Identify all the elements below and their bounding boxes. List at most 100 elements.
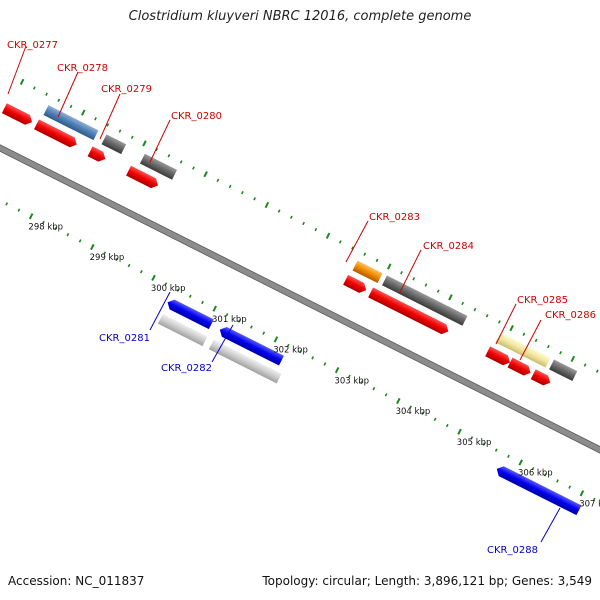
ruler-tick <box>457 428 462 435</box>
ruler-tick <box>363 252 367 256</box>
ruler-tick <box>17 208 21 212</box>
gene-bar-ckr-0282[interactable] <box>208 339 282 384</box>
ruler-tick <box>485 314 489 318</box>
gene-bar-ckr-0280[interactable] <box>139 153 178 180</box>
ruler-tick <box>507 454 510 459</box>
ruler-tick <box>115 257 119 262</box>
ruler-tick <box>556 479 559 483</box>
cds-arrow[interactable] <box>34 119 79 149</box>
ruler-tick <box>494 448 498 452</box>
ruler-tick <box>570 355 576 362</box>
reverse-strand-features <box>157 297 582 516</box>
ruler-labels: 298 kbp 299 kbp 300 kbp 301 kbp 302 kbp 303 k… <box>28 222 600 509</box>
ruler-tick <box>384 393 388 397</box>
ruler-tick <box>482 442 486 446</box>
ruler-tick <box>130 135 134 139</box>
ruler-tick <box>78 239 82 243</box>
ruler-tick <box>118 129 122 133</box>
ruler-tick <box>225 313 229 317</box>
ruler-tick <box>5 202 9 206</box>
genome-backbone <box>0 136 600 465</box>
ruler-tick <box>518 459 523 466</box>
ruler-tick <box>66 233 70 237</box>
ruler-tick <box>81 109 86 116</box>
gene-bar-ckr-0285[interactable] <box>495 332 551 368</box>
gene-bar-ckr-0284[interactable] <box>382 275 468 326</box>
gene-bar-ckr-0279[interactable] <box>101 134 127 155</box>
ruler-tick <box>176 288 180 292</box>
ruler-label: 301 kbp <box>212 315 247 325</box>
ruler-tick <box>461 301 465 306</box>
ruler-tick <box>412 277 416 281</box>
ruler-tick <box>302 221 305 226</box>
gene-bar-ckr-0278[interactable] <box>43 105 99 141</box>
ruler-label: 298 kbp <box>28 222 63 232</box>
ruler-tick <box>334 367 340 374</box>
ruler-tick <box>534 338 538 343</box>
cds-arrow[interactable] <box>485 346 512 367</box>
gene-label[interactable]: CKR_0286 <box>545 310 596 321</box>
gene-label[interactable]: CKR_0285 <box>517 295 568 306</box>
ruler-tick <box>396 397 401 405</box>
ruler-tick <box>240 190 244 195</box>
cds-arrow-reverse[interactable] <box>217 325 284 366</box>
gene-label[interactable]: CKR_0279 <box>101 84 152 95</box>
gene-label[interactable]: CKR_0282 <box>161 363 212 374</box>
ruler-tick <box>436 289 440 293</box>
ruler-tick <box>41 220 45 225</box>
cds-arrow[interactable] <box>87 146 108 163</box>
ruler-tick <box>498 320 501 324</box>
ruler-tick <box>164 282 168 286</box>
gene-label[interactable]: CKR_0277 <box>7 40 58 51</box>
ruler-tick <box>568 485 572 489</box>
ruler-tick <box>470 436 474 440</box>
ruler-tick <box>543 473 547 477</box>
gene-bar-ckr-0281[interactable] <box>157 313 208 347</box>
ruler-tick <box>325 232 331 239</box>
ruler-label: 307 kbp <box>579 499 600 509</box>
cds-arrow[interactable] <box>368 287 451 337</box>
genome-title: Clostridium kluyveri NBRC 12016, complet… <box>128 9 472 24</box>
cds-arrow[interactable] <box>126 165 160 191</box>
ruler-tick <box>286 343 290 348</box>
ruler-tick <box>409 405 412 409</box>
gene-label[interactable]: CKR_0278 <box>57 63 108 74</box>
ruler-tick <box>273 336 279 343</box>
gene-label[interactable]: CKR_0283 <box>369 212 420 223</box>
gene-bar-ckr-0286[interactable] <box>549 359 578 382</box>
ruler-label: 304 kbp <box>396 407 431 417</box>
reverse-tick-track <box>5 202 596 502</box>
ruler-tick <box>264 201 270 209</box>
ruler-tick <box>387 263 392 270</box>
ruler-tick <box>360 380 363 385</box>
ruler-label: 306 kbp <box>518 469 553 479</box>
cds-arrow[interactable] <box>530 369 553 387</box>
ruler-tick <box>19 78 25 85</box>
ruler-tick <box>338 240 342 244</box>
ruler-tick <box>28 213 34 220</box>
cds-arrow[interactable] <box>507 357 533 378</box>
ruler-tick <box>94 117 97 121</box>
gene-label[interactable]: CKR_0288 <box>487 545 538 556</box>
ruler-label: 302 kbp <box>273 346 308 356</box>
ruler-tick <box>351 246 354 250</box>
cds-arrow-reverse[interactable] <box>494 464 582 516</box>
ruler-tick <box>347 374 351 379</box>
ruler-tick <box>400 270 403 275</box>
gene-bar-ckr-0283[interactable] <box>352 260 383 284</box>
gene-label[interactable]: CKR_0280 <box>171 111 222 122</box>
cds-arrow-reverse[interactable] <box>165 297 214 330</box>
ruler-tick <box>155 147 159 152</box>
ruler-tick <box>90 243 95 251</box>
gene-labels: CKR_0277 CKR_0278 CKR_0279 CKR_0280 CKR_… <box>7 40 596 556</box>
ruler-tick <box>188 294 192 298</box>
cds-arrow[interactable] <box>343 274 368 295</box>
gene-label[interactable]: CKR_0284 <box>423 241 474 252</box>
cds-arrow[interactable] <box>1 103 35 127</box>
ruler-tick <box>448 294 453 301</box>
gene-label[interactable]: CKR_0281 <box>99 333 150 344</box>
ruler-tick <box>375 258 379 263</box>
ruler-tick <box>445 423 449 428</box>
ruler-tick <box>192 166 195 170</box>
